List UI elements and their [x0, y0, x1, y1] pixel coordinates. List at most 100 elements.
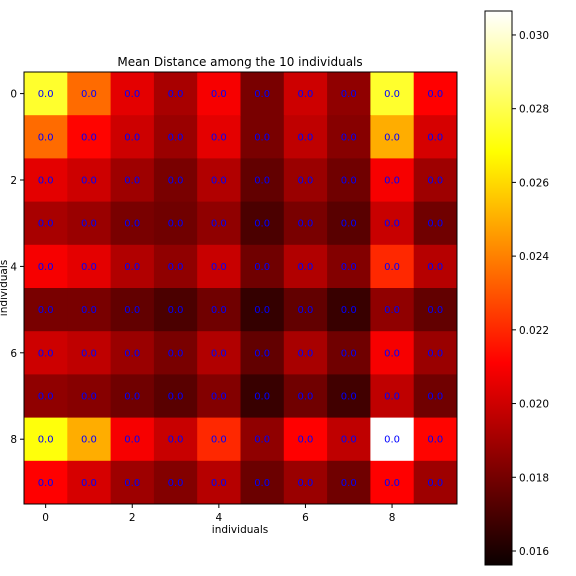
heatmap-cell	[24, 244, 68, 289]
cell-value-label: 0.0	[254, 478, 270, 489]
cell-value-label: 0.0	[38, 392, 54, 403]
heatmap-cell	[24, 201, 68, 246]
cell-value-label: 0.0	[211, 176, 227, 187]
heatmap-cell	[240, 460, 285, 505]
cell-value-label: 0.0	[297, 219, 313, 230]
heatmap-cell	[327, 201, 371, 246]
cell-value-label: 0.0	[427, 219, 443, 230]
heatmap-cell	[110, 201, 155, 246]
x-tick-label: 8	[389, 512, 396, 524]
cell-value-label: 0.0	[38, 478, 54, 489]
y-tick-label: 0	[10, 89, 17, 101]
heatmap-cell	[67, 201, 112, 246]
cell-value-label: 0.0	[38, 262, 54, 273]
cell-value-label: 0.0	[81, 176, 97, 187]
colorbar-tick-label: 0.024	[519, 251, 549, 263]
cell-value-label: 0.0	[341, 176, 357, 187]
cell-value-label: 0.0	[297, 176, 313, 187]
cell-value-label: 0.0	[427, 478, 443, 489]
heatmap-cell	[110, 288, 155, 332]
x-tick-label: 0	[42, 512, 49, 524]
cell-value-label: 0.0	[341, 435, 357, 446]
cell-value-label: 0.0	[427, 262, 443, 273]
cell-value-label: 0.0	[384, 478, 400, 489]
heatmap-cell	[370, 72, 415, 116]
heatmap-cell	[197, 201, 241, 246]
heatmap-cell	[327, 331, 371, 375]
colorbar-tick-label: 0.022	[519, 325, 549, 337]
y-tick-label: 6	[10, 348, 17, 360]
heatmap-cell	[197, 331, 241, 375]
heatmap-cell	[110, 72, 155, 116]
heatmap-cell	[413, 158, 458, 203]
cell-value-label: 0.0	[341, 262, 357, 273]
heatmap-cell	[110, 115, 155, 159]
cell-value-label: 0.0	[211, 435, 227, 446]
heatmap-cell	[110, 374, 155, 419]
heatmap-cell	[24, 331, 68, 375]
heatmap-cell	[110, 331, 155, 375]
cell-value-label: 0.0	[254, 392, 270, 403]
heatmap-cell	[413, 374, 458, 419]
heatmap-cell	[197, 417, 241, 462]
cell-value-label: 0.0	[427, 392, 443, 403]
cell-value-label: 0.0	[124, 348, 140, 359]
heatmap-cell	[67, 72, 112, 116]
cell-value-label: 0.0	[124, 305, 140, 316]
cell-value-label: 0.0	[341, 392, 357, 403]
heatmap-cell	[67, 417, 112, 462]
heatmap-cell	[153, 331, 198, 375]
heatmap-cell	[197, 288, 241, 332]
heatmap-cell	[370, 460, 415, 505]
heatmap-cell	[110, 417, 155, 462]
cell-value-label: 0.0	[297, 89, 313, 100]
heatmap-cell	[197, 460, 241, 505]
cell-value-label: 0.0	[297, 348, 313, 359]
cell-value-label: 0.0	[81, 305, 97, 316]
heatmap-cell	[370, 288, 415, 332]
cell-value-label: 0.0	[168, 89, 184, 100]
cell-value-label: 0.0	[427, 89, 443, 100]
cell-value-label: 0.0	[168, 392, 184, 403]
heatmap-cell	[370, 331, 415, 375]
cell-value-label: 0.0	[81, 132, 97, 143]
cell-value-label: 0.0	[168, 305, 184, 316]
cell-value-label: 0.0	[341, 478, 357, 489]
heatmap-cell	[197, 115, 241, 159]
heatmap-cell	[413, 115, 458, 159]
cell-value-label: 0.0	[211, 392, 227, 403]
heatmap-cell	[24, 158, 68, 203]
cell-value-label: 0.0	[384, 262, 400, 273]
heatmap-cell	[153, 374, 198, 419]
cell-value-label: 0.0	[341, 132, 357, 143]
heatmap-cell	[413, 72, 458, 116]
cell-value-label: 0.0	[168, 348, 184, 359]
cell-value-label: 0.0	[38, 176, 54, 187]
heatmap-cells	[24, 72, 458, 505]
cell-value-label: 0.0	[211, 478, 227, 489]
cell-value-label: 0.0	[38, 435, 54, 446]
heatmap-cell	[240, 244, 285, 289]
heatmap-cell	[283, 72, 328, 116]
colorbar-tick-label: 0.016	[519, 546, 549, 558]
heatmap-cell	[327, 115, 371, 159]
y-tick-label: 2	[10, 175, 17, 187]
x-axis-ticks: 0 2 4 6 8	[42, 504, 395, 524]
cell-value-label: 0.0	[38, 305, 54, 316]
cell-value-label: 0.0	[124, 219, 140, 230]
heatmap-cell	[240, 72, 285, 116]
heatmap-cell	[240, 201, 285, 246]
cell-value-label: 0.0	[38, 132, 54, 143]
heatmap-cell	[413, 331, 458, 375]
cell-value-label: 0.0	[211, 89, 227, 100]
cell-value-label: 0.0	[124, 435, 140, 446]
heatmap-cell	[327, 374, 371, 419]
heatmap-cell	[240, 417, 285, 462]
heatmap-cell	[24, 460, 68, 505]
heatmap-cell	[24, 374, 68, 419]
cell-value-label: 0.0	[254, 219, 270, 230]
heatmap-cell	[153, 115, 198, 159]
cell-value-label: 0.0	[211, 262, 227, 273]
colorbar-tick-label: 0.026	[519, 177, 549, 189]
cell-value-label: 0.0	[124, 478, 140, 489]
